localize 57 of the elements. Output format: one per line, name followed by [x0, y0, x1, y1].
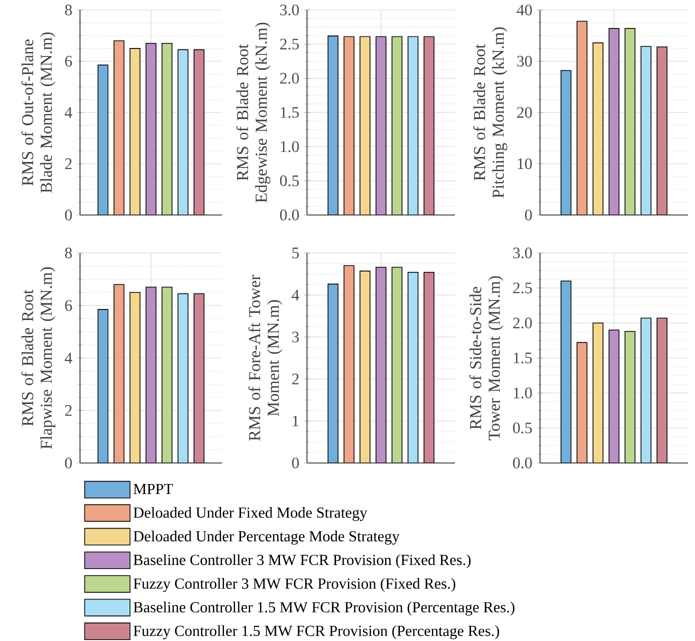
y-tick-label: 4: [64, 107, 72, 118]
y-tick-label: 2: [292, 374, 299, 384]
bar: [376, 266, 386, 463]
y-tick-label: 0.5: [513, 422, 532, 434]
y-tick-label: 1.0: [280, 141, 299, 152]
bar: [640, 318, 652, 463]
y-tick-label: 0: [292, 458, 299, 468]
y-tick-label: 5: [292, 248, 299, 258]
y-tick-label: 1.5: [280, 107, 299, 118]
y-tick-label: 2.5: [513, 282, 532, 294]
y-tick-label: 3.0: [513, 248, 532, 258]
y-tick-label: 30: [517, 56, 532, 67]
y-tick-label: 2: [65, 405, 72, 416]
y-tick-label: 3: [292, 332, 299, 342]
y-axis-title: RMS of Blade Root Flapwise Moment (MN.m): [21, 267, 56, 449]
y-tick-label: 2.5: [280, 38, 299, 50]
y-axis-title: RMS of Side-to-Side Tower Moment (MN.m): [469, 276, 504, 440]
bar: [640, 46, 652, 215]
bar: [656, 318, 668, 463]
y-axis-title: RMS of Blade Root Edgewise Moment (kN.m): [236, 22, 270, 202]
y-tick-label: 4: [64, 352, 72, 364]
legend-label: Deloaded Under Percentage Mode Strategy: [134, 530, 400, 545]
y-axis-title: RMS of Out-of-Plane Blade Moment (MN.m): [21, 32, 56, 193]
bar: [408, 272, 418, 463]
y-tick-label: 2.0: [280, 72, 299, 84]
y-tick-label: 0.5: [280, 175, 299, 186]
y-tick-label: 6: [65, 300, 72, 311]
y-tick-label: 1: [292, 416, 298, 426]
y-tick-label: 0.0: [513, 458, 532, 468]
legend-label: Baseline Controller 1.5 MW FCR Provision (Percentage Res.): [134, 602, 514, 616]
legend-label: Fuzzy Controller 1.5 MW FCR Provision (Percentage Res.): [134, 625, 500, 640]
y-tick-label: 40: [516, 4, 532, 16]
y-tick-label: 2: [65, 158, 72, 170]
bar: [424, 272, 434, 463]
y-tick-label: 3.0: [280, 4, 299, 16]
y-tick-label: 10: [518, 158, 532, 170]
legend-label: MPPT: [134, 484, 173, 494]
y-axis-title: RMS of Fore-Aft Tower Moment (MN.m): [248, 274, 282, 441]
y-tick-label: 2.0: [513, 318, 532, 328]
y-tick-label: 1.0: [514, 388, 532, 398]
y-tick-label: 4: [292, 290, 300, 300]
bar: [392, 266, 402, 463]
y-tick-label: 8: [65, 4, 72, 16]
y-tick-label: 0: [65, 210, 72, 220]
y-tick-label: 0.0: [280, 210, 299, 220]
y-tick-label: 1.5: [514, 352, 532, 364]
legend-label: Baseline Controller 3 MW FCR Provision (Fixed Res.): [134, 554, 471, 568]
y-tick-label: 8: [65, 248, 72, 258]
y-tick-label: 20: [517, 107, 532, 118]
y-tick-label: 0: [65, 458, 72, 468]
legend-label: Fuzzy Controller 3 MW FCR Provision (Fixed Res.): [134, 578, 456, 592]
bar: [194, 293, 204, 463]
y-axis-title: RMS of Blade Root Pitching Moment (kN.m): [473, 27, 508, 198]
y-tick-label: 0: [525, 210, 532, 220]
bar: [360, 270, 370, 463]
y-tick-label: 6: [65, 56, 72, 67]
legend-label: Deloaded Under Fixed Mode Strategy: [134, 507, 368, 521]
